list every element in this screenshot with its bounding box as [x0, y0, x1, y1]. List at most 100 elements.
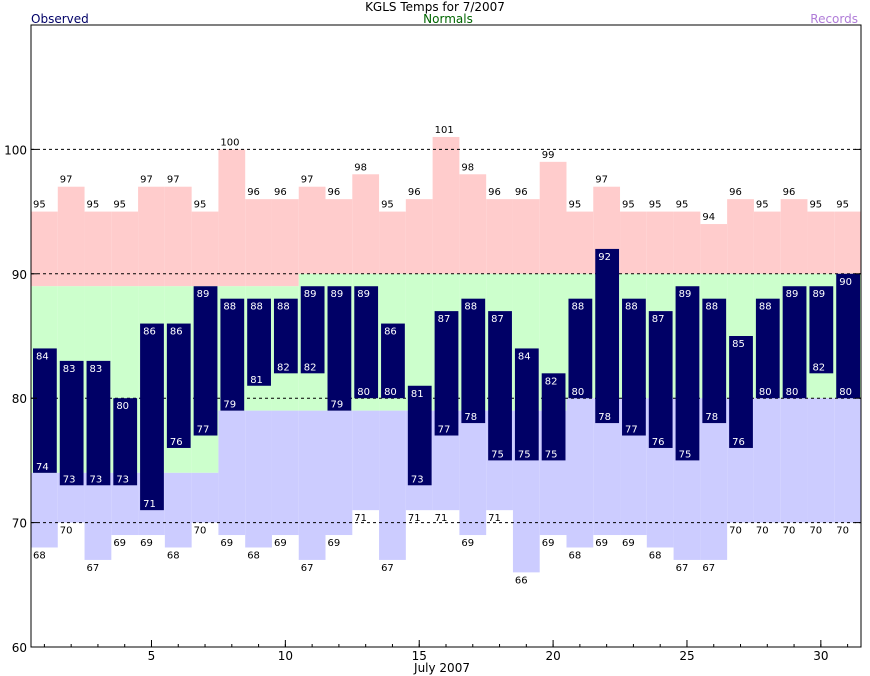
x-tick-label: 25 [679, 649, 694, 663]
observed-low-label: 76 [732, 437, 745, 448]
record-high-band [539, 161, 567, 274]
record-high-band [459, 174, 487, 274]
record-low-label: 70 [809, 526, 822, 537]
record-high-label: 98 [461, 162, 474, 173]
record-low-band [352, 410, 380, 511]
record-low-band [84, 472, 112, 560]
observed-bar [622, 298, 646, 436]
record-high-band [298, 186, 326, 274]
observed-high-label: 92 [598, 252, 611, 263]
observed-low-label: 80 [357, 387, 370, 398]
record-high-label: 95 [194, 200, 207, 211]
record-low-label: 69 [140, 538, 153, 549]
record-high-label: 98 [354, 162, 367, 173]
record-high-band [325, 199, 353, 274]
record-low-band [379, 410, 406, 560]
record-high-band [379, 211, 406, 274]
observed-high-label: 89 [812, 289, 825, 300]
observed-high-label: 85 [732, 339, 745, 350]
observed-bar [166, 323, 191, 448]
record-high-label: 97 [301, 175, 314, 186]
observed-bar [220, 298, 245, 411]
x-tick-label: 10 [278, 649, 293, 663]
record-high-band [673, 211, 701, 274]
x-tick-label: 5 [148, 649, 156, 663]
observed-high-label: 84 [518, 351, 531, 362]
observed-low-label: 79 [223, 400, 236, 411]
chart-title: KGLS Temps for 7/2007 [365, 0, 505, 14]
y-tick-label: 100 [4, 143, 27, 157]
record-low-label: 67 [87, 563, 100, 574]
legend-observed: Observed [31, 12, 89, 26]
record-high-band [191, 211, 219, 287]
observed-bar [541, 373, 566, 461]
record-low-label: 70 [194, 526, 207, 537]
record-low-label: 69 [328, 538, 341, 549]
observed-low-label: 75 [491, 449, 504, 460]
observed-high-label: 83 [63, 364, 76, 375]
record-high-label: 95 [756, 200, 769, 211]
x-tick-label: 30 [813, 649, 828, 663]
record-high-label: 94 [702, 212, 715, 223]
observed-low-label: 71 [143, 499, 156, 510]
record-low-band [218, 410, 246, 536]
observed-low-label: 73 [63, 474, 76, 485]
observed-high-label: 86 [384, 327, 397, 338]
observed-bar [595, 248, 620, 424]
observed-high-label: 80 [116, 401, 129, 412]
observed-high-label: 89 [786, 289, 799, 300]
record-low-label: 68 [247, 550, 260, 561]
record-low-band [459, 410, 487, 536]
observed-high-label: 86 [170, 327, 183, 338]
observed-bar [113, 398, 138, 486]
record-high-band [84, 211, 112, 287]
record-high-label: 95 [87, 200, 100, 211]
record-high-label: 96 [729, 187, 742, 198]
observed-high-label: 88 [223, 302, 236, 313]
observed-bar [327, 286, 352, 411]
observed-bar [514, 348, 539, 461]
record-high-band [432, 136, 460, 274]
observed-low-label: 80 [839, 387, 852, 398]
observed-low-label: 80 [759, 387, 772, 398]
observed-low-label: 80 [786, 387, 799, 398]
observed-high-label: 88 [571, 302, 584, 313]
record-low-label: 68 [33, 550, 46, 561]
record-high-label: 95 [676, 200, 689, 211]
record-high-band [138, 186, 165, 287]
record-low-label: 70 [756, 526, 769, 537]
observed-low-label: 73 [90, 474, 103, 485]
observed-low-label: 76 [170, 437, 183, 448]
observed-low-label: 75 [545, 449, 558, 460]
observed-bar [434, 311, 459, 436]
record-high-band [620, 211, 647, 274]
record-high-band [164, 186, 192, 287]
record-low-band [753, 398, 781, 523]
observed-low-label: 82 [812, 362, 825, 373]
observed-high-label: 86 [143, 327, 156, 338]
observed-low-label: 79 [331, 400, 344, 411]
record-high-band [352, 174, 380, 274]
observed-low-label: 78 [598, 412, 611, 423]
record-low-label: 67 [301, 563, 314, 574]
observed-low-label: 78 [464, 412, 477, 423]
record-low-label: 71 [354, 513, 367, 524]
observed-low-label: 81 [250, 375, 263, 386]
record-high-band [111, 211, 139, 287]
observed-high-label: 89 [197, 289, 210, 300]
observed-bar [729, 336, 753, 448]
record-high-band [31, 211, 58, 287]
record-high-band [727, 199, 754, 274]
observed-bar [702, 298, 727, 424]
record-low-band [164, 472, 192, 548]
record-low-band [325, 410, 353, 536]
record-high-band [834, 211, 861, 274]
record-high-label: 101 [435, 125, 454, 136]
record-low-band [191, 472, 219, 523]
observed-low-label: 77 [438, 425, 451, 436]
observed-low-label: 75 [679, 449, 692, 460]
record-high-band [218, 149, 246, 287]
observed-high-label: 83 [90, 364, 103, 375]
observed-low-label: 73 [116, 474, 129, 485]
observed-high-label: 81 [411, 389, 424, 400]
